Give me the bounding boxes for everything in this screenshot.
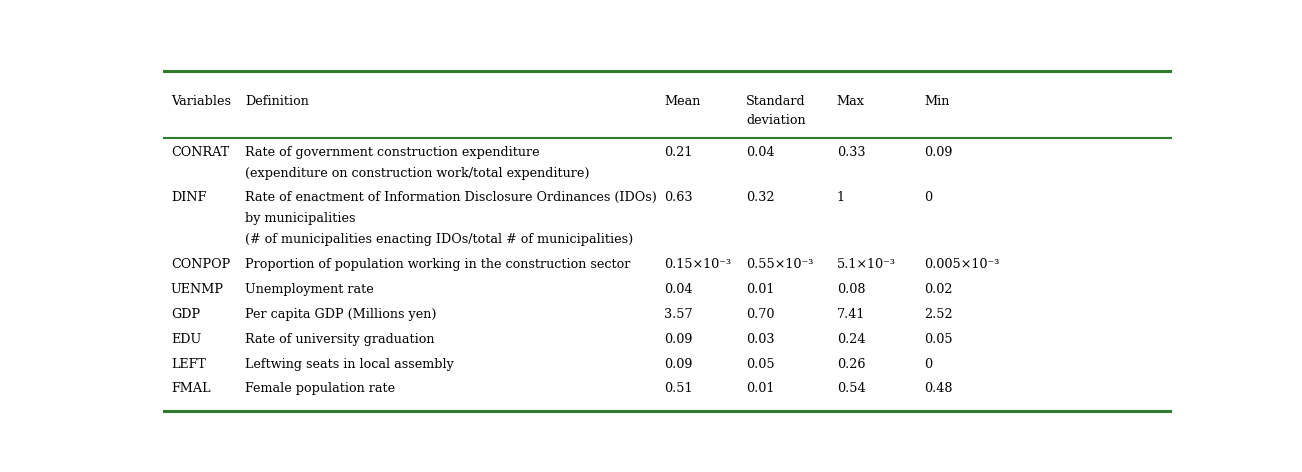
- Text: Max: Max: [837, 95, 865, 108]
- Text: 0.55×10⁻³: 0.55×10⁻³: [746, 258, 814, 271]
- Text: Min: Min: [924, 95, 950, 108]
- Text: 0.04: 0.04: [664, 283, 693, 296]
- Text: 0.21: 0.21: [664, 146, 693, 159]
- Text: by municipalities: by municipalities: [246, 212, 355, 225]
- Text: deviation: deviation: [746, 114, 806, 127]
- Text: FMAL: FMAL: [171, 382, 211, 396]
- Text: Unemployment rate: Unemployment rate: [246, 283, 374, 296]
- Text: 0.33: 0.33: [837, 146, 866, 159]
- Text: GDP: GDP: [171, 308, 201, 321]
- Text: 0.70: 0.70: [746, 308, 775, 321]
- Text: CONRAT: CONRAT: [171, 146, 229, 159]
- Text: DINF: DINF: [171, 192, 206, 204]
- Text: 0.05: 0.05: [746, 358, 775, 371]
- Text: Rate of enactment of Information Disclosure Ordinances (IDOs): Rate of enactment of Information Disclos…: [246, 192, 658, 204]
- Text: 0: 0: [924, 192, 932, 204]
- Text: 0.05: 0.05: [924, 333, 953, 346]
- Text: 0.51: 0.51: [664, 382, 693, 396]
- Text: 7.41: 7.41: [837, 308, 865, 321]
- Text: 0.01: 0.01: [746, 283, 775, 296]
- Text: 0.54: 0.54: [837, 382, 866, 396]
- Text: 0.04: 0.04: [746, 146, 775, 159]
- Text: EDU: EDU: [171, 333, 201, 346]
- Text: LEFT: LEFT: [171, 358, 206, 371]
- Text: 0.63: 0.63: [664, 192, 693, 204]
- Text: 5.1×10⁻³: 5.1×10⁻³: [837, 258, 896, 271]
- Text: 0.09: 0.09: [664, 333, 693, 346]
- Text: 0.32: 0.32: [746, 192, 775, 204]
- Text: Per capita GDP (Millions yen): Per capita GDP (Millions yen): [246, 308, 437, 321]
- Text: 0.01: 0.01: [746, 382, 775, 396]
- Text: (# of municipalities enacting IDOs/total # of municipalities): (# of municipalities enacting IDOs/total…: [246, 233, 634, 246]
- Text: 0.02: 0.02: [924, 283, 953, 296]
- Text: Standard: Standard: [746, 95, 806, 108]
- Text: 1: 1: [837, 192, 845, 204]
- Text: 0.26: 0.26: [837, 358, 866, 371]
- Text: UENMP: UENMP: [171, 283, 224, 296]
- Text: 0.03: 0.03: [746, 333, 775, 346]
- Text: 0.09: 0.09: [664, 358, 693, 371]
- Text: 0.09: 0.09: [924, 146, 953, 159]
- Text: Definition: Definition: [246, 95, 310, 108]
- Text: Female population rate: Female population rate: [246, 382, 396, 396]
- Text: 0.48: 0.48: [924, 382, 953, 396]
- Text: 0.24: 0.24: [837, 333, 866, 346]
- Text: Leftwing seats in local assembly: Leftwing seats in local assembly: [246, 358, 454, 371]
- Text: Mean: Mean: [664, 95, 700, 108]
- Text: 0.15×10⁻³: 0.15×10⁻³: [664, 258, 732, 271]
- Text: Rate of government construction expenditure: Rate of government construction expendit…: [246, 146, 540, 159]
- Text: (expenditure on construction work/total expenditure): (expenditure on construction work/total …: [246, 167, 590, 179]
- Text: Variables: Variables: [171, 95, 230, 108]
- Text: 3.57: 3.57: [664, 308, 693, 321]
- Text: 0.005×10⁻³: 0.005×10⁻³: [924, 258, 1000, 271]
- Text: 0: 0: [924, 358, 932, 371]
- Text: Proportion of population working in the construction sector: Proportion of population working in the …: [246, 258, 631, 271]
- Text: 2.52: 2.52: [924, 308, 953, 321]
- Text: Rate of university graduation: Rate of university graduation: [246, 333, 435, 346]
- Text: 0.08: 0.08: [837, 283, 866, 296]
- Text: CONPOP: CONPOP: [171, 258, 230, 271]
